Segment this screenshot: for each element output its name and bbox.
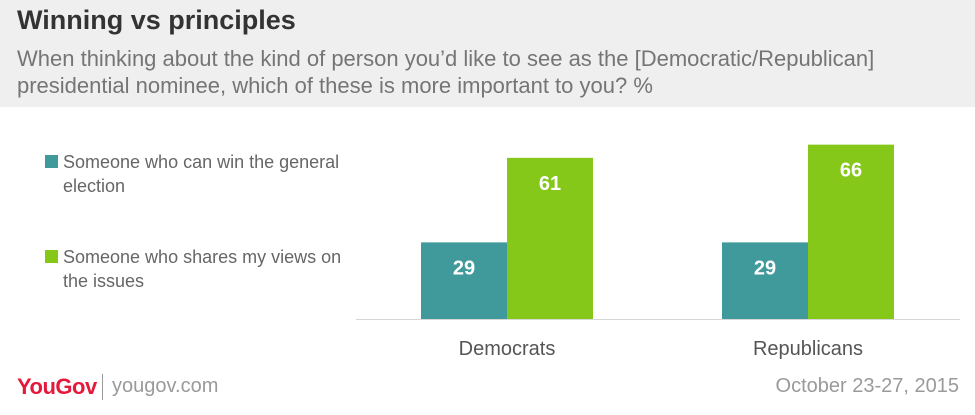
- category-label-republicans: Republicans: [753, 338, 863, 360]
- data-label-democrats-series-1: 61: [539, 173, 561, 195]
- bar-republicans-series-1: [808, 144, 894, 319]
- legend-swatch-shares: [45, 250, 58, 263]
- legend-swatch-win: [45, 155, 58, 168]
- chart-title: Winning vs principles: [17, 5, 296, 35]
- data-label-democrats-series-0: 29: [453, 257, 475, 279]
- bars-group: 29 61 29 66: [421, 144, 894, 319]
- header-band: Winning vs principles When thinking abou…: [0, 0, 975, 107]
- footer-divider: [102, 374, 103, 400]
- bar-democrats-series-0: [421, 242, 507, 319]
- data-label-republicans-series-0: 29: [754, 257, 776, 279]
- bar-democrats-series-1: [507, 157, 593, 319]
- data-label-republicans-series-1: 66: [840, 160, 862, 182]
- legend-label-win: Someone who can win the general election: [63, 152, 340, 196]
- yougov-logo: YouGov: [17, 374, 97, 399]
- category-labels-group: Democrats Republicans: [459, 338, 863, 360]
- category-label-democrats: Democrats: [459, 338, 556, 360]
- legend-label-shares: Someone who shares my views on the issue…: [63, 247, 342, 291]
- bar-republicans-series-0: [722, 242, 808, 319]
- footer-url: yougov.com: [112, 375, 219, 397]
- chart-subtitle: When thinking about the kind of person y…: [17, 46, 875, 98]
- footer-date: October 23-27, 2015: [775, 375, 959, 397]
